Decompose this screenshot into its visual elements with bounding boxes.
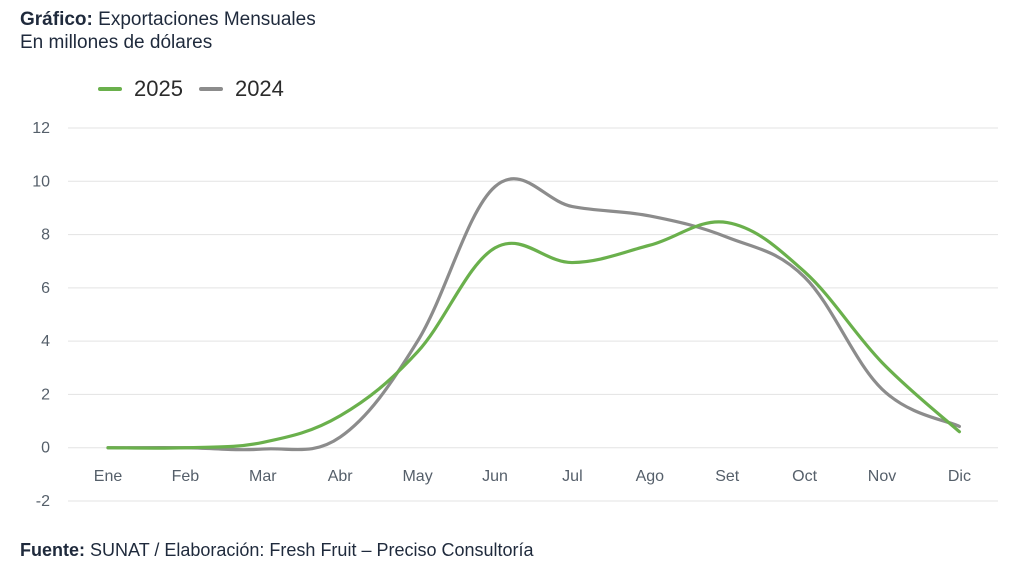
chart-subtitle: En millones de dólares: [20, 32, 213, 53]
chart-title-label: Gráfico:: [20, 9, 93, 30]
x-tick-label: Feb: [172, 468, 200, 485]
legend-item-2025: 2025: [98, 76, 183, 102]
legend-swatch-2024: [198, 87, 223, 91]
source-label: Fuente:: [20, 540, 85, 560]
x-tick-label: Abr: [328, 468, 354, 485]
chart-title-text: Exportaciones Mensuales: [98, 9, 316, 30]
series-line-2025: [106, 220, 961, 450]
series-layer: [106, 177, 961, 452]
y-tick-label: 4: [41, 333, 50, 350]
y-tick-label: -2: [36, 493, 50, 510]
legend-swatch-2025: [98, 87, 122, 91]
chart-title: Gráfico: Exportaciones Mensuales: [20, 8, 316, 31]
y-tick-label: 6: [41, 280, 50, 297]
grid-layer: [68, 127, 998, 502]
chart-header: Gráfico: Exportaciones Mensuales En mill…: [20, 8, 316, 54]
chart-legend: 2025 2024: [98, 76, 300, 102]
legend-label-2025: 2025: [134, 76, 183, 101]
x-tick-label: Jul: [562, 468, 582, 485]
y-tick-label: 12: [32, 120, 50, 137]
series-line-2024: [106, 177, 961, 452]
x-tick-label: Ene: [94, 468, 123, 485]
y-tick-label: 0: [41, 440, 50, 457]
chart-footer: Fuente: SUNAT / Elaboración: Fresh Fruit…: [20, 540, 534, 561]
x-tick-label: Ago: [636, 468, 665, 485]
y-tick-label: 10: [32, 173, 50, 190]
x-tick-label: Oct: [792, 468, 817, 485]
x-axis-ticks: Ene Feb Mar Abr May Jun Jul Ago Set Oct Nov Dic: [94, 468, 971, 485]
y-tick-label: 2: [41, 386, 50, 403]
legend-item-2024: 2024: [198, 76, 284, 102]
x-tick-label: May: [402, 468, 432, 485]
y-tick-label: 8: [41, 227, 50, 244]
x-tick-label: Mar: [249, 468, 277, 485]
y-axis-ticks: 12 10 8 6 4 2 0 -2: [32, 120, 50, 510]
legend-label-2024: 2024: [234, 76, 284, 101]
source-text: SUNAT / Elaboración: Fresh Fruit – Preci…: [90, 540, 534, 560]
x-tick-label: Jun: [482, 468, 508, 485]
x-tick-label: Set: [715, 468, 740, 485]
x-tick-label: Nov: [868, 468, 896, 485]
x-tick-label: Dic: [948, 468, 971, 485]
